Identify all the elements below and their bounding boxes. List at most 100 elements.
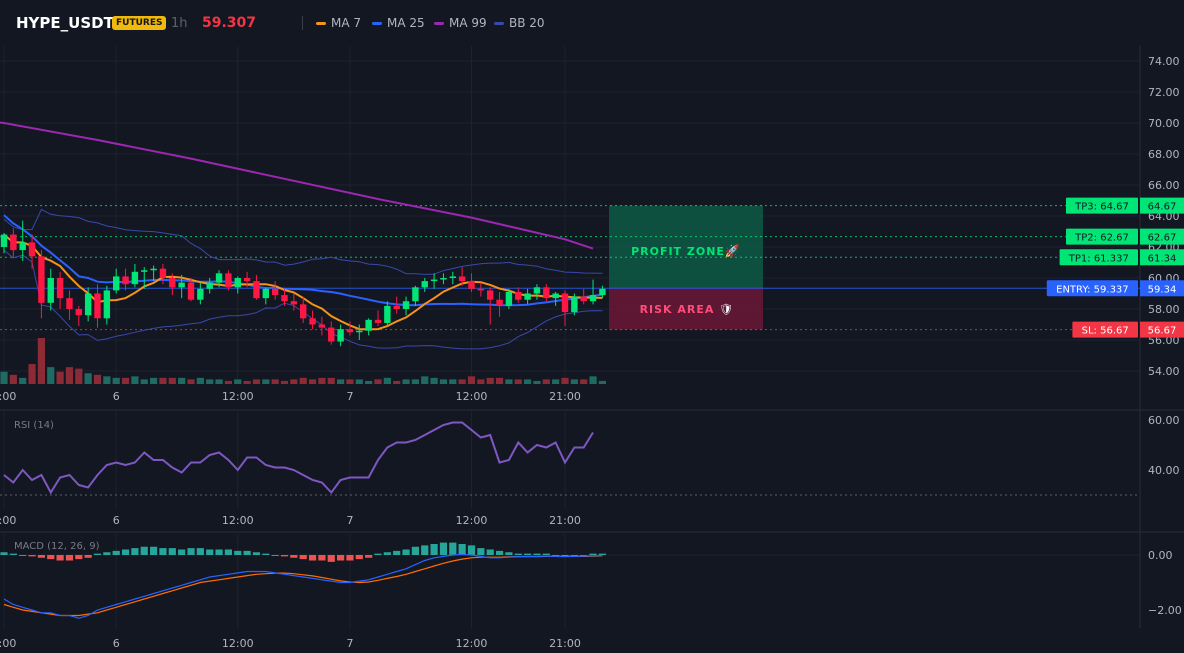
volume-bar [28, 364, 36, 384]
volume-bar [393, 380, 401, 384]
candle-body [496, 299, 503, 306]
time-tick-label: 2:00 [0, 637, 16, 650]
volume-bar [159, 377, 167, 384]
macd-histogram-bar [346, 555, 354, 561]
candle-body [328, 327, 335, 342]
macd-histogram-bar [383, 552, 391, 555]
volume-bar [514, 379, 522, 384]
volume-bar [402, 379, 410, 384]
candle-body [281, 295, 288, 302]
price-tick-label: 66.00 [1148, 179, 1180, 192]
rsi-tick-label: 60.00 [1148, 414, 1180, 427]
macd-histogram-bar [374, 553, 382, 555]
volume-bar [570, 379, 578, 384]
macd-histogram-bar [533, 553, 541, 555]
macd-histogram-bar [318, 555, 326, 561]
legend-ma99[interactable]: MA 99 [434, 16, 487, 30]
candle-body [271, 288, 279, 296]
volume-bar [131, 376, 139, 384]
volume-bar [365, 380, 373, 384]
volume-bar [383, 377, 391, 384]
volume-bar [206, 379, 214, 384]
candle-body [421, 281, 428, 288]
candle-body [103, 290, 111, 319]
candle-body [84, 293, 92, 316]
macd-histogram-bar [365, 555, 373, 558]
volume-bar [290, 379, 298, 384]
timeframe-label[interactable]: 1h [171, 16, 188, 31]
legend-swatch-ma99 [434, 21, 444, 25]
legend-swatch-ma7 [316, 21, 326, 25]
volume-bar [168, 377, 176, 384]
macd-histogram-bar [271, 555, 279, 556]
candle-body [543, 287, 550, 299]
candle-body [197, 288, 204, 300]
volume-bar [37, 338, 45, 384]
volume-bar [9, 374, 17, 384]
candle-body [356, 330, 363, 333]
legend-ma25[interactable]: MA 25 [372, 16, 425, 30]
symbol-name[interactable]: HYPE_USDT [16, 14, 114, 32]
volume-bar [421, 376, 429, 384]
chart-grid [0, 46, 1184, 628]
volume-bar [458, 379, 466, 384]
volume-bar [112, 377, 120, 384]
macd-histogram-bar [552, 555, 560, 556]
macd-histogram-bar [196, 548, 204, 555]
volume-bar [318, 377, 326, 384]
volume-bar [196, 377, 204, 384]
volume-bar [19, 377, 27, 384]
chart-header: HYPE_USDT FUTURES 1h 59.307 MA 7 MA 25 M… [0, 0, 1184, 46]
candle-body [28, 242, 36, 257]
macd-histogram-bar [140, 546, 148, 555]
macd-histogram-bar [215, 549, 223, 555]
macd-pane[interactable]: MACD (12, 26, 9) [0, 541, 1140, 619]
volume-bar [533, 380, 541, 384]
price-pane[interactable]: PROFIT ZONE 🚀 RISK AREA 🛡 TP3: 64.67 TP2: 62.… [0, 120, 1140, 384]
legend-label-bb20: BB 20 [509, 16, 545, 30]
legend-bb20[interactable]: BB 20 [494, 16, 545, 30]
candle-body [159, 268, 167, 278]
time-tick-label: 6 [113, 637, 120, 650]
volume-bar [346, 379, 354, 384]
legend-ma7[interactable]: MA 7 [316, 16, 361, 30]
macd-histogram-bar [421, 545, 429, 555]
price-tick-label: 74.00 [1148, 55, 1180, 68]
volume-bar [65, 367, 74, 384]
profit-zone [609, 205, 763, 289]
macd-histogram-bar [299, 555, 307, 560]
macd-histogram-bar [159, 548, 167, 555]
macd-histogram-bar [524, 553, 532, 555]
time-tick-label: 12:00 [456, 637, 488, 650]
macd-histogram-bar [252, 552, 261, 555]
macd-histogram-bar [337, 555, 345, 561]
macd-histogram-bar [262, 553, 270, 555]
axis-level-label: 56.67 [1148, 326, 1177, 337]
macd-histogram-bar [411, 546, 419, 555]
candle-body [571, 296, 578, 313]
volume-bar [75, 368, 83, 384]
price-tick-label: 68.00 [1148, 148, 1180, 161]
candle-body [262, 288, 269, 299]
time-tick-label: 2:00 [0, 390, 16, 403]
price-tick-label: 58.00 [1148, 303, 1180, 316]
legend-label-ma7: MA 7 [331, 16, 362, 30]
macd-histogram-bar [56, 555, 64, 561]
macd-histogram-bar [458, 544, 466, 555]
last-price: 59.307 [202, 15, 257, 31]
time-tick-label: 12:00 [456, 514, 488, 527]
macd-histogram-bar [290, 555, 298, 558]
candle-body [393, 305, 400, 309]
candle-body [309, 318, 316, 325]
candle-body [141, 270, 148, 272]
volume-bar [477, 379, 485, 384]
rsi-pane[interactable]: RSI (14) [0, 420, 1140, 496]
candle-body [487, 290, 494, 300]
axis-level-label: 59.34 [1148, 284, 1177, 295]
candle-body [56, 278, 64, 299]
macd-histogram-bar [561, 555, 569, 557]
volume-bar [598, 380, 606, 384]
macd-histogram-bar [131, 548, 139, 555]
macd-histogram-bar [393, 550, 401, 555]
